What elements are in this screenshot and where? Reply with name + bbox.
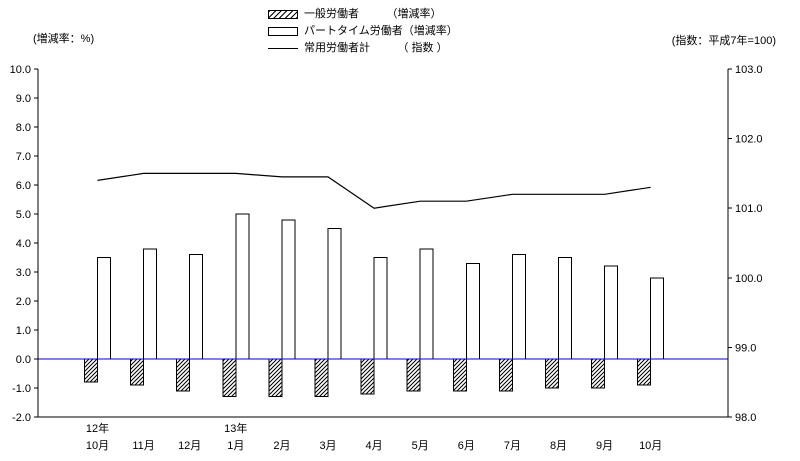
left-axis-tick-label: -1.0	[12, 383, 31, 395]
right-axis-tick-label: 98.0	[735, 412, 756, 424]
month-label: 12月	[178, 440, 201, 452]
right-axis-tick-label: 100.0	[735, 273, 763, 285]
bar-general-workers	[268, 358, 283, 398]
month-label: 6月	[458, 440, 475, 452]
year-label: 12年	[86, 421, 109, 435]
right-axis-tick-label: 99.0	[735, 342, 756, 354]
left-axis-tick-label: -2.0	[12, 412, 31, 424]
bar-general-workers	[406, 358, 421, 392]
bar-parttime-workers	[143, 248, 158, 360]
bar-general-workers	[176, 358, 191, 392]
bar-general-workers	[360, 358, 375, 395]
left-axis-tick-label: 10.0	[10, 64, 31, 76]
right-axis-title: (指数：平成7年=100)	[671, 35, 776, 47]
month-label: 4月	[366, 440, 383, 452]
month-label: 11月	[132, 440, 154, 452]
bar-parttime-workers	[604, 265, 619, 360]
regular-workers-index-line	[97, 172, 651, 209]
legend-item-regular-workers-index: 常用労働者計 （ 指数 ）	[268, 42, 458, 55]
month-label: 3月	[319, 440, 336, 452]
left-axis-tick-label: 2.0	[16, 296, 31, 308]
right-axis-tick-label: 101.0	[735, 203, 763, 215]
line-swatch-icon	[268, 48, 298, 49]
bar-parttime-workers	[281, 219, 296, 360]
bar-parttime-workers	[97, 257, 111, 360]
bar-parttime-workers	[511, 254, 526, 360]
bar-parttime-workers	[327, 228, 342, 360]
bar-general-workers	[222, 358, 237, 398]
bar-parttime-workers	[650, 277, 665, 360]
left-axis-tick-label: 5.0	[16, 209, 31, 221]
month-label: 10月	[86, 440, 109, 452]
month-label: 2月	[273, 440, 290, 452]
month-label: 7月	[504, 440, 521, 452]
right-axis-tick-label: 102.0	[735, 134, 763, 146]
open-bar-swatch-icon	[268, 27, 298, 36]
bar-general-workers	[452, 358, 467, 392]
bar-parttime-workers	[373, 257, 388, 360]
bar-general-workers	[591, 358, 606, 389]
left-axis-tick-label: 4.0	[16, 238, 31, 250]
bar-parttime-workers	[465, 262, 480, 360]
legend-label-general-workers: 一般労働者 （増減率）	[304, 8, 442, 20]
left-axis-tick-label: 1.0	[16, 325, 31, 337]
left-axis-tick-label: 7.0	[16, 151, 31, 163]
bar-general-workers	[130, 358, 145, 386]
left-axis-tick-label: 8.0	[16, 122, 31, 134]
left-axis-tick-label: 0.0	[16, 354, 31, 366]
left-axis-tick-label: 6.0	[16, 180, 31, 192]
hatched-bar-swatch-icon	[268, 10, 298, 19]
bar-general-workers	[498, 358, 513, 392]
left-axis-tick-label: 3.0	[16, 267, 31, 279]
legend: 一般労働者 （増減率） パートタイム労働者（増減率） 常用労働者計 （ 指数 ）	[268, 8, 458, 55]
legend-item-parttime-workers: パートタイム労働者（増減率）	[268, 25, 458, 38]
year-label: 13年	[224, 421, 247, 435]
bar-parttime-workers	[235, 213, 250, 360]
legend-item-general-workers: 一般労働者 （増減率）	[268, 8, 458, 21]
month-label: 1月	[227, 440, 244, 452]
month-label: 5月	[412, 440, 429, 452]
left-axis-title: (増減率：%)	[33, 33, 95, 45]
month-label: 9月	[596, 440, 613, 452]
bar-general-workers	[637, 358, 652, 386]
legend-label-regular-workers-index: 常用労働者計 （ 指数 ）	[304, 42, 448, 54]
bar-general-workers	[84, 358, 98, 383]
bar-general-workers	[545, 358, 559, 389]
month-label: 8月	[550, 440, 567, 452]
month-label: 10月	[639, 440, 662, 452]
bar-general-workers	[314, 358, 329, 398]
bar-parttime-workers	[419, 248, 434, 360]
left-axis-tick-label: 9.0	[16, 93, 31, 105]
bar-parttime-workers	[189, 254, 204, 360]
right-axis-tick-label: 103.0	[735, 64, 763, 76]
legend-label-parttime-workers: パートタイム労働者（増減率）	[304, 25, 458, 37]
bar-parttime-workers	[558, 257, 572, 360]
